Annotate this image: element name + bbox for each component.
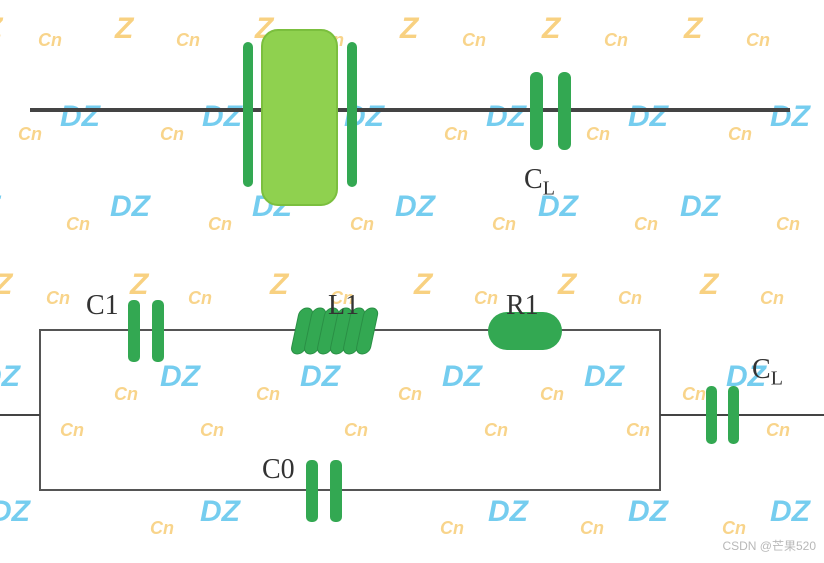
crystal-plate-left [243, 42, 253, 187]
csdn-watermark: CSDN @芒果520 [722, 537, 816, 554]
circuit-svg [0, 0, 824, 558]
crystal-body [262, 30, 337, 205]
label-C1: C1 [86, 290, 119, 322]
label-CL-bottom: CL [752, 354, 783, 391]
cap-CL2-plate2 [728, 386, 739, 444]
cap-CL2-plate1 [706, 386, 717, 444]
label-CL-top: CL [524, 164, 555, 201]
label-R1: R1 [506, 290, 539, 322]
cap-CL-plate1 [530, 72, 543, 150]
cap-C0-plate1 [306, 460, 318, 522]
diagram-layer: CL C1 L1 R1 C0 CL [0, 0, 824, 558]
crystal-plate-right [347, 42, 357, 187]
cap-CL-plate2 [558, 72, 571, 150]
cap-C1-plate2 [152, 300, 164, 362]
label-L1: L1 [328, 290, 359, 322]
cap-C0-plate2 [330, 460, 342, 522]
label-C0: C0 [262, 454, 295, 486]
cap-C1-plate1 [128, 300, 140, 362]
